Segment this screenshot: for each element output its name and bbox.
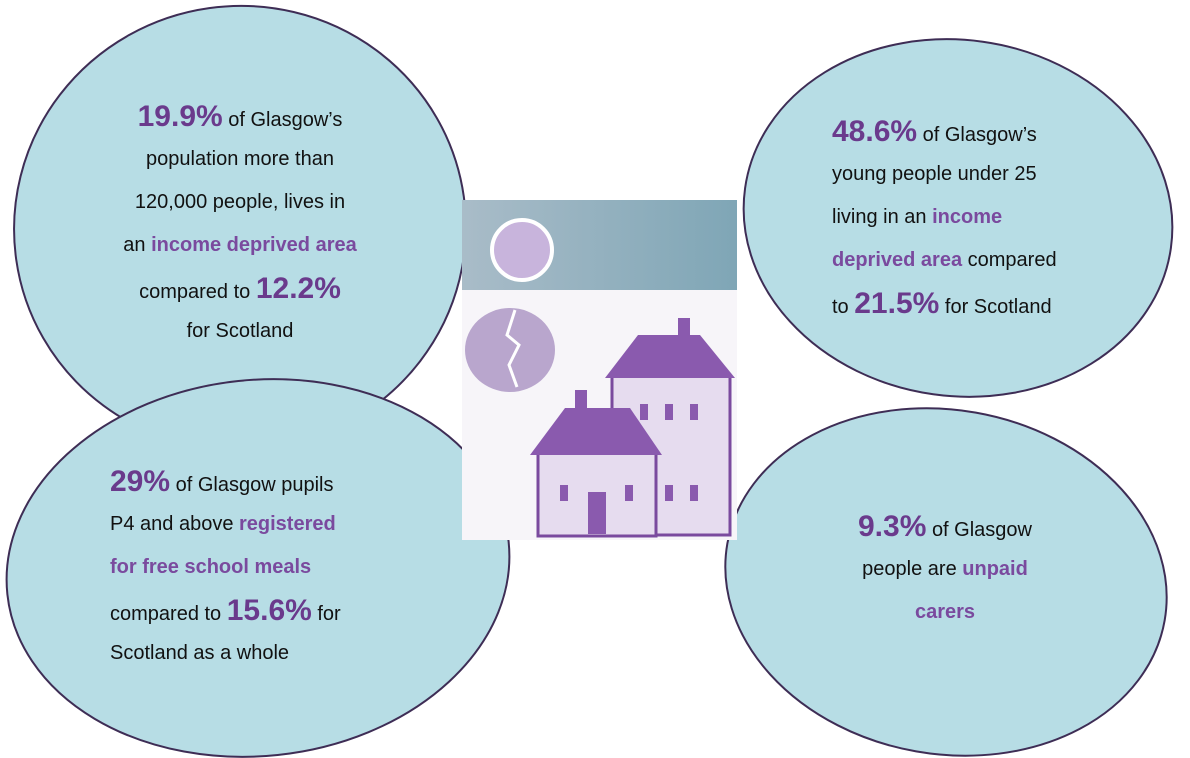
text: compared to	[139, 281, 250, 303]
stat: 12.2%	[256, 272, 341, 305]
text: of Glasgow’s	[228, 109, 342, 131]
stat: 29%	[110, 465, 170, 498]
stat: 9.3%	[858, 510, 926, 543]
page: 19.9% of Glasgow’s population more than …	[0, 0, 1190, 758]
text: compared	[968, 249, 1057, 271]
bubble-text: 48.6% of Glasgow’s young people under 25…	[832, 110, 1132, 325]
highlight: unpaid	[962, 558, 1028, 580]
bubble-text: 9.3% of Glasgow people are unpaid carers	[790, 505, 1100, 634]
bubble-text: 29% of Glasgow pupils P4 and above regis…	[110, 460, 440, 675]
highlight: carers	[915, 601, 975, 623]
text: of Glasgow pupils	[176, 474, 334, 496]
stat: 48.6%	[832, 115, 917, 148]
text: compared to	[110, 603, 221, 625]
text: for Scotland	[187, 320, 294, 342]
text: an	[123, 234, 145, 256]
stat: 15.6%	[227, 594, 312, 627]
highlight: registered	[239, 513, 336, 535]
text: of Glasgow	[932, 519, 1032, 541]
text: 120,000 people, lives in	[135, 191, 345, 213]
text: Scotland as a whole	[110, 642, 289, 664]
text: living in an	[832, 206, 927, 228]
highlight: income	[932, 206, 1002, 228]
bubble-text: 19.9% of Glasgow’s population more than …	[60, 95, 420, 353]
text: people are	[862, 558, 957, 580]
text: for Scotland	[945, 296, 1052, 318]
illustration	[462, 200, 737, 540]
stat: 21.5%	[854, 287, 939, 320]
text: P4 and above	[110, 513, 233, 535]
text: population more than	[146, 148, 334, 170]
text: young people under 25	[832, 163, 1037, 185]
text: to	[832, 296, 849, 318]
highlight: deprived area	[832, 249, 962, 271]
highlight: for free school meals	[110, 556, 311, 578]
highlight: income deprived area	[151, 234, 357, 256]
stat: 19.9%	[138, 100, 223, 133]
text: of Glasgow’s	[923, 124, 1037, 146]
text: for	[317, 603, 340, 625]
